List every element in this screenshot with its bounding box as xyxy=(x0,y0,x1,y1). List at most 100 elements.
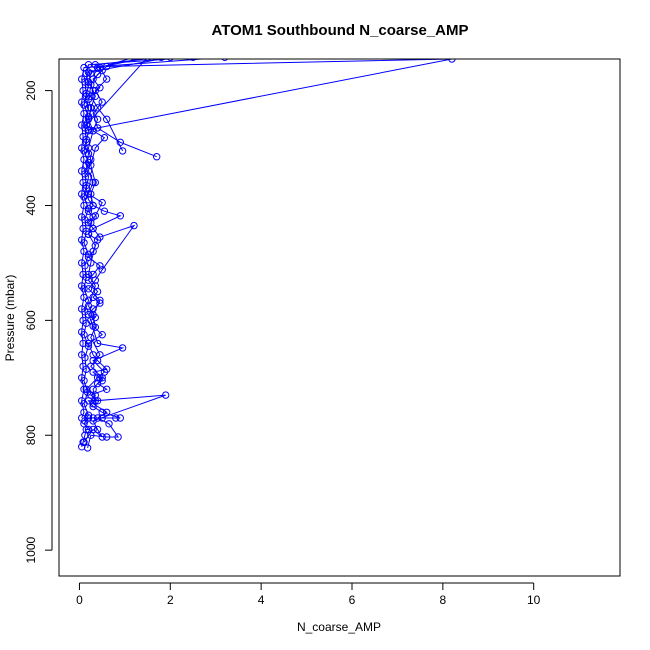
x-tick-label: 10 xyxy=(527,593,541,607)
data-point xyxy=(118,344,127,352)
data-point xyxy=(448,59,456,63)
data-point xyxy=(89,385,97,393)
data-point xyxy=(103,408,111,416)
data-point xyxy=(130,59,138,61)
data-point xyxy=(91,242,100,250)
data-point xyxy=(84,204,93,213)
data-point xyxy=(103,75,111,83)
y-tick-label: 200 xyxy=(24,80,38,100)
data-point xyxy=(81,124,89,132)
x-axis-label: N_coarse_AMP xyxy=(297,620,381,634)
data-point xyxy=(80,239,88,247)
data-point xyxy=(81,170,89,178)
axis-ticks: 0 2 4 6 8 10 200 400 600 800 1000 xyxy=(24,80,541,607)
data-point xyxy=(96,262,104,270)
data-point xyxy=(81,417,89,425)
data-point xyxy=(80,285,88,293)
data-point xyxy=(81,78,89,86)
series-layer xyxy=(78,59,456,452)
data-point xyxy=(93,124,102,132)
data-point xyxy=(103,433,111,441)
data-point xyxy=(84,411,93,419)
data-point xyxy=(144,59,151,61)
data-point xyxy=(82,227,91,236)
data-point xyxy=(80,193,88,201)
series-7 xyxy=(89,59,161,161)
data-point xyxy=(82,319,91,327)
data-point xyxy=(89,224,97,233)
data-point xyxy=(89,417,97,425)
data-point xyxy=(130,221,138,230)
data-point xyxy=(105,420,113,428)
data-point xyxy=(89,178,97,187)
data-point xyxy=(189,59,197,61)
data-point xyxy=(116,138,125,147)
data-point xyxy=(157,59,165,61)
data-point xyxy=(84,285,93,293)
x-tick-label: 2 xyxy=(167,593,174,607)
data-point xyxy=(98,266,106,274)
y-tick-label: 800 xyxy=(24,425,38,445)
data-point xyxy=(96,233,104,241)
data-point xyxy=(91,397,100,405)
data-point xyxy=(84,250,93,259)
data-point xyxy=(103,115,111,124)
series-line xyxy=(92,59,157,158)
x-tick-label: 8 xyxy=(439,593,446,607)
data-point xyxy=(81,354,89,362)
data-point xyxy=(116,212,125,220)
data-point xyxy=(98,433,106,441)
data-point xyxy=(84,302,93,310)
series-line xyxy=(83,59,452,443)
data-point xyxy=(98,98,106,106)
data-point xyxy=(118,147,127,155)
data-point xyxy=(116,414,125,422)
data-point xyxy=(81,262,89,270)
data-point xyxy=(89,425,97,434)
data-point xyxy=(80,377,88,385)
series-line xyxy=(81,59,209,419)
data-point xyxy=(80,101,88,109)
data-point xyxy=(91,323,100,331)
series-5 xyxy=(80,59,174,425)
y-tick-label: 600 xyxy=(24,310,38,330)
data-point xyxy=(93,374,102,382)
data-point xyxy=(114,433,122,441)
data-point xyxy=(96,63,104,72)
data-point xyxy=(91,178,100,187)
data-point xyxy=(80,147,88,155)
data-point xyxy=(84,296,93,304)
data-point xyxy=(84,68,93,76)
data-point xyxy=(100,134,109,142)
data-point xyxy=(93,104,102,112)
data-point xyxy=(87,259,95,267)
data-point xyxy=(84,342,93,350)
data-point xyxy=(167,59,174,61)
y-axis-label: Pressure (mbar) xyxy=(3,275,17,362)
data-point xyxy=(89,109,97,118)
data-point xyxy=(82,181,91,190)
data-point xyxy=(91,144,100,152)
data-point xyxy=(91,86,100,95)
plot-frame xyxy=(58,58,621,577)
data-point xyxy=(112,414,120,422)
data-point xyxy=(96,351,104,359)
data-point xyxy=(98,374,106,382)
data-point xyxy=(80,400,88,408)
y-tick-label: 1000 xyxy=(24,536,38,563)
data-point xyxy=(221,59,229,61)
data-point xyxy=(83,388,92,396)
data-point xyxy=(91,276,100,284)
data-point xyxy=(82,273,91,281)
data-point xyxy=(82,135,91,144)
x-tick-label: 0 xyxy=(76,593,83,607)
data-point xyxy=(87,92,95,101)
data-point xyxy=(80,331,88,339)
data-point xyxy=(91,282,100,290)
chart-title: ATOM1 Southbound N_coarse_AMP xyxy=(212,22,469,39)
data-point xyxy=(91,212,100,220)
data-point xyxy=(87,333,95,342)
data-point xyxy=(98,198,106,207)
data-point xyxy=(87,190,95,198)
